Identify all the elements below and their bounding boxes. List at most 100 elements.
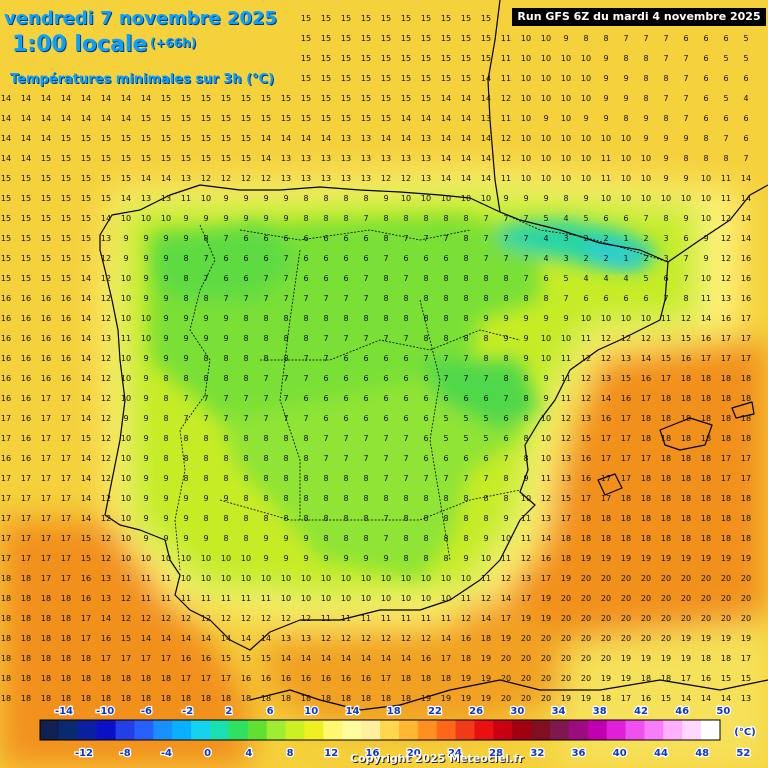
grid-value: 16 [741, 274, 751, 283]
grid-value: 8 [443, 554, 448, 563]
legend-swatch [474, 720, 494, 740]
grid-value: 17 [1, 414, 11, 423]
grid-value: 15 [341, 94, 351, 103]
grid-value: 8 [303, 314, 308, 323]
grid-value: 10 [701, 174, 711, 183]
grid-value: 14 [261, 134, 271, 143]
grid-value: 15 [41, 194, 51, 203]
grid-value: 18 [661, 474, 671, 483]
grid-value: 15 [321, 54, 331, 63]
grid-value: 14 [481, 174, 491, 183]
legend-swatch [96, 720, 117, 740]
grid-value: 10 [481, 194, 491, 203]
grid-value: 20 [601, 594, 611, 603]
coastline-spain-portugal [99, 184, 669, 651]
grid-value: 15 [81, 134, 91, 143]
grid-value: 7 [363, 214, 368, 223]
grid-value: 19 [681, 634, 691, 643]
grid-value: 17 [581, 494, 591, 503]
grid-value: 17 [81, 614, 91, 623]
grid-value: 9 [163, 314, 168, 323]
grid-value: 7 [343, 334, 348, 343]
legend-label-top: 22 [428, 706, 442, 717]
grid-value: 6 [383, 394, 388, 403]
grid-value: 20 [641, 574, 651, 583]
grid-value: 7 [323, 294, 328, 303]
legend-swatch [228, 720, 249, 740]
grid-value: 10 [381, 594, 391, 603]
grid-value: 10 [641, 154, 651, 163]
grid-value: 7 [463, 474, 468, 483]
grid-value: 14 [481, 74, 491, 83]
legend-swatch [550, 720, 570, 740]
legend-label-top: 14 [346, 706, 360, 717]
grid-value: 8 [343, 194, 348, 203]
grid-value: 18 [341, 694, 351, 703]
grid-value: 7 [283, 254, 288, 263]
legend-unit: (°C) [734, 727, 755, 738]
grid-value: 18 [241, 694, 251, 703]
grid-value: 9 [683, 174, 688, 183]
grid-value: 11 [421, 614, 431, 623]
grid-value: 11 [361, 614, 371, 623]
grid-value: 10 [221, 554, 231, 563]
grid-value: 9 [583, 194, 588, 203]
grid-value: 14 [281, 654, 291, 663]
grid-value: 19 [421, 694, 431, 703]
grid-value: 7 [283, 394, 288, 403]
grid-value: 18 [701, 534, 711, 543]
grid-value: 18 [641, 494, 651, 503]
grid-value: 13 [301, 154, 311, 163]
grid-value: 10 [461, 574, 471, 583]
grid-value: 11 [121, 574, 131, 583]
grid-value: 9 [663, 134, 668, 143]
grid-value: 6 [223, 254, 228, 263]
grid-value: 17 [741, 334, 751, 343]
grid-value: 17 [61, 494, 71, 503]
grid-value: 7 [243, 414, 248, 423]
grid-value: 8 [263, 474, 268, 483]
grid-value: 5 [743, 34, 748, 43]
grid-value: 10 [601, 134, 611, 143]
grid-value: 7 [243, 394, 248, 403]
grid-value: 19 [581, 554, 591, 563]
grid-value: 20 [521, 694, 531, 703]
coastline-africa [249, 679, 768, 711]
grid-value: 8 [423, 534, 428, 543]
grid-value: 11 [201, 594, 211, 603]
grid-value: 17 [61, 514, 71, 523]
grid-value: 9 [603, 114, 608, 123]
grid-value: 17 [601, 474, 611, 483]
grid-value: 6 [403, 354, 408, 363]
grid-value: 3 [663, 234, 668, 243]
grid-value: 10 [121, 534, 131, 543]
grid-value: 17 [221, 674, 231, 683]
grid-value: 8 [263, 334, 268, 343]
grid-value: 20 [601, 634, 611, 643]
grid-value: 7 [443, 374, 448, 383]
grid-value: 6 [383, 374, 388, 383]
grid-value: 8 [343, 534, 348, 543]
grid-value: 12 [101, 534, 111, 543]
grid-value: 18 [41, 614, 51, 623]
grid-value: 8 [443, 314, 448, 323]
grid-value: 8 [243, 334, 248, 343]
grid-value: 15 [421, 74, 431, 83]
grid-value: 15 [381, 114, 391, 123]
grid-value: 7 [303, 374, 308, 383]
grid-value: 8 [643, 94, 648, 103]
grid-value: 13 [141, 194, 151, 203]
grid-value: 18 [41, 634, 51, 643]
grid-value: 5 [483, 434, 488, 443]
grid-value: 18 [481, 634, 491, 643]
legend-swatch [304, 720, 324, 740]
grid-value: 10 [441, 574, 451, 583]
grid-value: 6 [483, 454, 488, 463]
grid-value: 15 [301, 114, 311, 123]
grid-value: 15 [441, 14, 451, 23]
grid-value: 20 [741, 574, 751, 583]
grid-value: 6 [623, 214, 628, 223]
grid-value: 10 [441, 194, 451, 203]
grid-value: 9 [223, 334, 228, 343]
grid-value: 7 [323, 434, 328, 443]
